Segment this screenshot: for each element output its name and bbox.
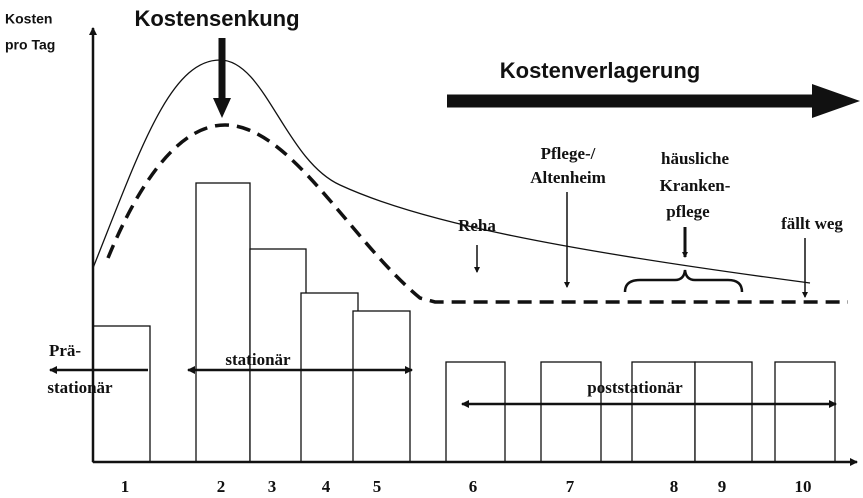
bar [694,361,753,463]
bar [92,325,151,463]
y-label: Kosten [5,11,52,27]
heading: Kostenverlagerung [500,58,701,83]
annotation: pflege [666,202,710,221]
reduction-arrow-head [213,98,231,118]
brace [623,269,744,293]
bar [352,310,411,463]
x-label: 2 [217,477,226,496]
x-label: 6 [469,477,478,496]
annotation: häusliche [661,149,729,168]
x-label: 1 [121,477,130,496]
phase-label: stationär [225,350,291,369]
annotation: Kranken- [660,176,731,195]
phase-label: Prä- [49,341,81,360]
bars [92,182,836,463]
heading: Kostensenkung [134,6,299,31]
bar [774,361,836,463]
x-label: 3 [268,477,277,496]
x-label: 4 [322,477,331,496]
phase-label: stationär [47,378,113,397]
y-label: pro Tag [5,37,55,53]
x-label: 8 [670,477,679,496]
annotation: Reha [458,216,496,235]
bar [249,248,307,463]
x-label: 9 [718,477,727,496]
bar [445,361,506,463]
x-label: 5 [373,477,382,496]
annotation: fällt weg [781,214,843,233]
annotation: Altenheim [530,168,606,187]
phase-label: poststationär [587,378,683,397]
x-label: 7 [566,477,575,496]
shift-arrow-head [812,84,860,118]
x-labels: 1 2 3 4 5 6 7 8 9 10 [121,477,812,496]
bar [300,292,359,463]
bar [631,361,696,463]
annotation: Pflege-/ [541,144,596,163]
bar [195,182,251,463]
x-label: 10 [795,477,812,496]
cost-curve [92,59,811,284]
